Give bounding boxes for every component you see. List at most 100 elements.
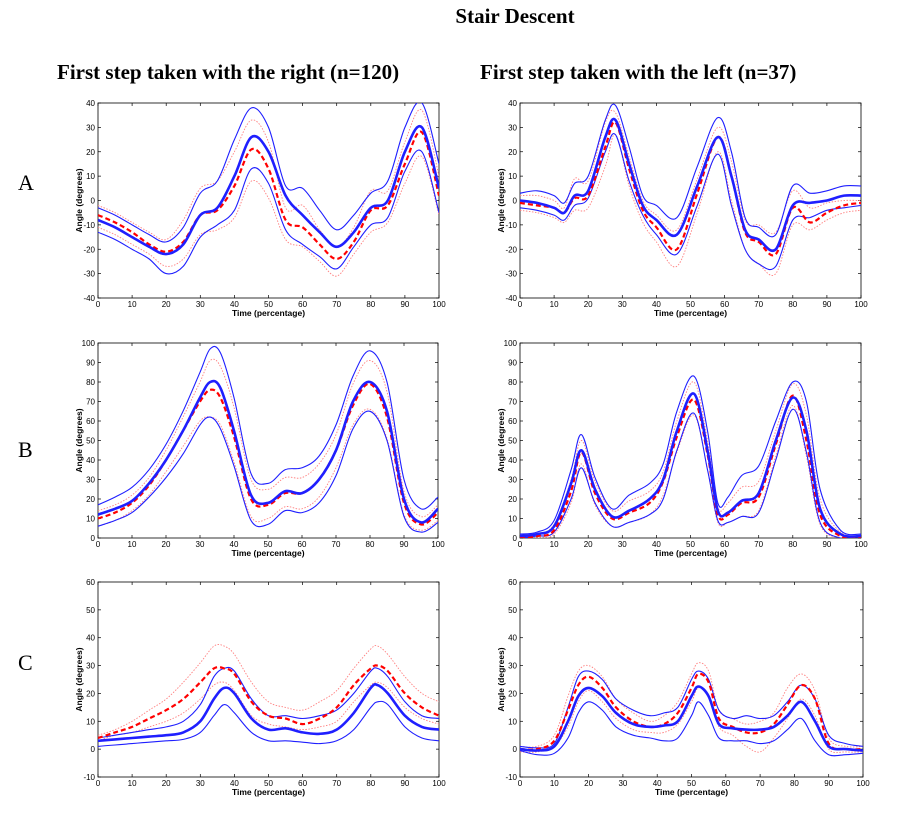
y-tick-label: -10 [83, 221, 95, 230]
series-line-blue-thin-2 [520, 133, 861, 271]
y-tick-label: 0 [91, 745, 96, 754]
x-tick-label: 100 [854, 540, 868, 549]
series-line-red-dashed-3 [98, 130, 439, 261]
x-tick-label: 10 [128, 300, 137, 309]
x-axis-label: Time (percentage) [232, 787, 305, 797]
x-tick-label: 100 [431, 540, 445, 549]
x-tick-label: 10 [550, 540, 559, 549]
y-axis-label: Angle (degrees) [74, 408, 84, 472]
series-line-blue-thick-0 [98, 124, 439, 256]
y-tick-label: 10 [86, 172, 95, 181]
x-tick-label: 60 [298, 779, 307, 788]
x-axis-label: Time (percentage) [654, 308, 727, 318]
chart-c-right: 0 10 20 30 40 50 60 70 80 90 100-100102030405060Ti… [74, 578, 446, 797]
x-tick-label: 80 [788, 300, 797, 309]
y-tick-label: 50 [86, 437, 95, 446]
figure-title: Stair Descent [455, 4, 575, 28]
y-tick-label: 70 [86, 398, 95, 407]
y-tick-label: 30 [508, 476, 517, 485]
x-axis-label: Time (percentage) [655, 787, 728, 797]
chart-c-left: 0 10 20 30 40 50 60 70 80 90 100-100102030405060Ti… [496, 578, 870, 797]
chart-a-right: 0 10 20 30 40 50 60 70 80 90 100 -40 -30 -20 -10 0 10 20 3… [74, 99, 446, 318]
y-tick-label: 30 [508, 662, 517, 671]
x-tick-label: 100 [432, 779, 446, 788]
series-line-blue-thin-1 [98, 345, 438, 510]
chart-a-left: 0 10 20 30 40 50 60 70 80 90 100 -40 -30 -20 -10 0 10 20 3… [496, 99, 868, 318]
y-tick-label: 30 [86, 476, 95, 485]
y-tick-label: -20 [505, 245, 517, 254]
y-tick-label: -10 [505, 221, 517, 230]
y-tick-label: 0 [513, 745, 518, 754]
x-tick-label: 70 [332, 779, 341, 788]
x-tick-label: 60 [298, 300, 307, 309]
y-tick-label: 60 [508, 417, 517, 426]
x-tick-label: 20 [584, 779, 593, 788]
series-line-red-dotted-4 [98, 358, 438, 518]
series-line-blue-thick-0 [98, 683, 439, 743]
x-tick-label: 70 [332, 300, 341, 309]
y-tick-label: 50 [508, 437, 517, 446]
series-line-red-dotted-4 [98, 644, 439, 736]
y-tick-label: 10 [508, 172, 517, 181]
series-line-blue-thin-2 [98, 149, 439, 275]
x-tick-label: 60 [298, 540, 307, 549]
x-tick-label: 50 [264, 300, 273, 309]
x-tick-label: 50 [264, 779, 273, 788]
series-line-blue-thin-1 [520, 103, 861, 238]
x-tick-label: 30 [196, 540, 205, 549]
x-tick-label: 40 [653, 779, 662, 788]
x-tick-label: 60 [721, 779, 730, 788]
x-tick-label: 50 [686, 300, 695, 309]
y-tick-label: 0 [91, 534, 96, 543]
y-tick-label: -20 [83, 245, 95, 254]
y-tick-label: 40 [86, 99, 95, 108]
x-tick-label: 100 [856, 779, 870, 788]
x-tick-label: 40 [652, 300, 661, 309]
y-tick-label: 20 [86, 689, 95, 698]
x-axis-label: Time (percentage) [231, 548, 304, 558]
series-line-blue-thin-1 [98, 666, 439, 739]
y-tick-label: 20 [86, 148, 95, 157]
x-tick-label: 60 [720, 540, 729, 549]
x-tick-label: 30 [618, 779, 627, 788]
x-tick-label: 90 [400, 779, 409, 788]
x-tick-label: 70 [754, 300, 763, 309]
y-tick-label: 60 [508, 578, 517, 587]
series-line-blue-thin-1 [98, 103, 439, 243]
series-line-blue-thick-0 [520, 392, 861, 538]
x-tick-label: 50 [687, 779, 696, 788]
x-tick-label: 40 [230, 540, 239, 549]
x-tick-label: 0 [518, 779, 523, 788]
y-tick-label: -30 [505, 270, 517, 279]
y-tick-label: 0 [91, 197, 96, 206]
y-tick-label: 20 [86, 495, 95, 504]
y-tick-label: 30 [86, 123, 95, 132]
x-tick-label: 30 [196, 779, 205, 788]
x-tick-label: 20 [584, 300, 593, 309]
series-line-blue-thick-0 [520, 685, 863, 752]
series-line-red-dotted-5 [520, 404, 861, 538]
column-title-left: First step taken with the left (n=37) [480, 60, 797, 84]
row-label-c: C [18, 650, 33, 675]
series-line-red-dashed-3 [98, 664, 439, 740]
y-tick-label: -30 [83, 270, 95, 279]
x-tick-label: 70 [332, 540, 341, 549]
y-tick-label: 100 [504, 339, 518, 348]
y-tick-label: 10 [508, 515, 517, 524]
row-label-b: B [18, 437, 33, 462]
chart-b-right: 0 10 20 30 40 50 60 70 80 90 100 0 10 20 30 40 50 60 70 80 9… [74, 339, 445, 558]
x-tick-label: 40 [652, 540, 661, 549]
y-tick-label: 40 [508, 99, 517, 108]
y-tick-label: -10 [505, 773, 517, 782]
x-tick-label: 70 [754, 540, 763, 549]
y-axis-label: Angle (degrees) [496, 408, 506, 472]
column-title-right: First step taken with the right (n=120) [57, 60, 400, 84]
x-tick-label: 70 [756, 779, 765, 788]
y-tick-label: 50 [508, 606, 517, 615]
series-line-red-dashed-3 [98, 382, 438, 526]
x-tick-label: 90 [824, 779, 833, 788]
x-tick-label: 40 [230, 779, 239, 788]
y-tick-label: 20 [508, 148, 517, 157]
x-tick-label: 80 [366, 300, 375, 309]
x-tick-label: 90 [822, 300, 831, 309]
